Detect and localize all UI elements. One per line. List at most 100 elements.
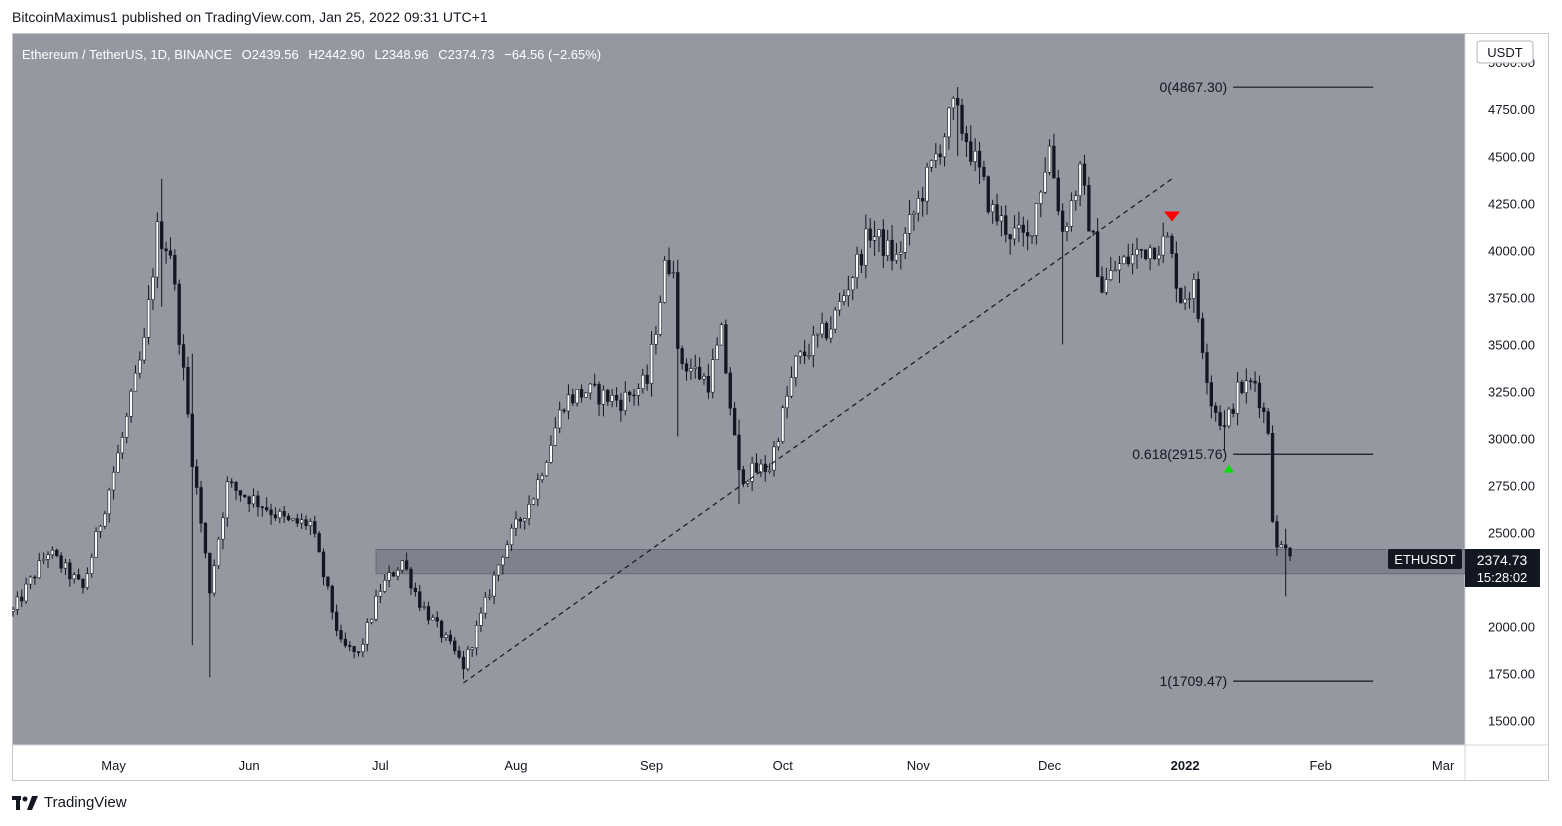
candle-body (505, 544, 509, 558)
candle-body (418, 591, 422, 608)
candle-body (37, 560, 41, 579)
bearish-arrow-icon (1163, 211, 1180, 222)
candle-body (544, 462, 549, 477)
candle-body (986, 176, 990, 213)
candle-body (387, 572, 391, 581)
currency-badge[interactable] (1476, 40, 1534, 64)
candle-body (973, 150, 977, 162)
price-chart[interactable]: 0(4867.30)0.618(2915.76)1(1709.47) 5000.… (12, 33, 1549, 781)
candle-body (1279, 544, 1283, 548)
candle-body (41, 558, 46, 561)
candle-body (212, 565, 216, 594)
candle-body (98, 525, 103, 532)
candle-body (501, 556, 505, 566)
candle-body (1104, 279, 1109, 293)
candle-body (1091, 230, 1095, 233)
candle-body (1034, 203, 1039, 236)
candle-body (50, 549, 55, 556)
symbol-legend[interactable]: Ethereum / TetherUS, 1D, BINANCE O2439.5… (22, 47, 601, 62)
time-axis[interactable] (13, 745, 1548, 780)
candle-body (706, 376, 711, 393)
candle-body (759, 463, 763, 473)
candle-body (1004, 215, 1008, 235)
candle-body (732, 407, 737, 436)
price-tick-label: 1500.00 (1488, 714, 1535, 729)
candle-body (295, 518, 299, 524)
price-tick-label: 2750.00 (1488, 478, 1535, 493)
candle-body (365, 622, 369, 645)
candle-body (479, 612, 483, 626)
legend-symbol: Ethereum / TetherUS, 1D, BINANCE (22, 47, 232, 62)
candle-body (265, 507, 269, 511)
candle-body (81, 578, 85, 588)
candle-body (317, 533, 321, 553)
candle-body (461, 656, 466, 670)
candle-body (457, 650, 461, 658)
brand-name: TradingView (44, 794, 127, 811)
candle-body (15, 596, 20, 610)
candle-body (929, 160, 934, 168)
price-tick-label: 3000.00 (1488, 431, 1535, 446)
price-tag-box (1465, 549, 1540, 587)
price-tick-label: 4500.00 (1488, 149, 1535, 164)
legend-low-value: 2348.96 (382, 47, 429, 62)
candle-body (28, 576, 33, 585)
candle-body (960, 104, 964, 134)
candle-body (1196, 279, 1200, 319)
legend-high-label: H (308, 47, 317, 62)
candle-body (934, 153, 938, 161)
candle-body (658, 302, 662, 335)
time-tick-label: May (101, 758, 126, 773)
candle-body (824, 323, 829, 339)
candle-body (667, 260, 671, 274)
candle-body (584, 392, 588, 398)
candle-body (230, 481, 234, 484)
candle-body (1012, 227, 1017, 240)
trendline (463, 178, 1173, 684)
candle-body (1100, 276, 1104, 293)
candle-body (313, 521, 317, 534)
candle-body (697, 366, 702, 380)
candle-body (1200, 318, 1205, 353)
fib-level-label: 1(1709.47) (1159, 673, 1227, 689)
candle-body (921, 198, 925, 202)
candle-body (899, 252, 903, 255)
candle-body (90, 556, 94, 574)
candle-body (1113, 269, 1117, 272)
candle-body (750, 462, 754, 482)
brand-footer[interactable]: TradingView (12, 794, 127, 811)
candle-body (999, 215, 1004, 222)
last-price-tag[interactable]: ETHUSDT 2374.73 15:28:02 (1388, 549, 1540, 587)
candle-body (396, 569, 400, 577)
legend-open-value: 2439.56 (252, 47, 299, 62)
candle-body (46, 554, 50, 560)
price-axis[interactable] (1465, 34, 1548, 745)
candle-body (343, 638, 348, 646)
candle-body (12, 609, 15, 612)
price-tick-label: 3250.00 (1488, 384, 1535, 399)
price-tick-label: 3500.00 (1488, 337, 1535, 352)
candle-body (1039, 191, 1043, 204)
price-tick-label: 4250.00 (1488, 196, 1535, 211)
candle-body (855, 254, 859, 278)
candle-body (488, 595, 492, 598)
candle-body (689, 368, 693, 372)
candle-body (833, 309, 837, 330)
candle-body (155, 221, 159, 278)
candle-body (715, 344, 719, 360)
candle-body (523, 518, 527, 522)
candle-body (671, 272, 676, 274)
candle-body (527, 504, 531, 519)
candle-body (1148, 247, 1152, 260)
candle-body (1249, 380, 1253, 383)
candle-body (221, 517, 225, 540)
candle-body (1060, 210, 1065, 232)
candle-body (20, 596, 24, 602)
plot-area[interactable] (13, 34, 1465, 745)
candle-body (1170, 235, 1174, 254)
candle-body (619, 399, 623, 411)
candle-body (177, 283, 181, 345)
candle-body (1165, 235, 1170, 238)
legend-low-label: L (374, 47, 381, 62)
candle-body (794, 355, 798, 378)
